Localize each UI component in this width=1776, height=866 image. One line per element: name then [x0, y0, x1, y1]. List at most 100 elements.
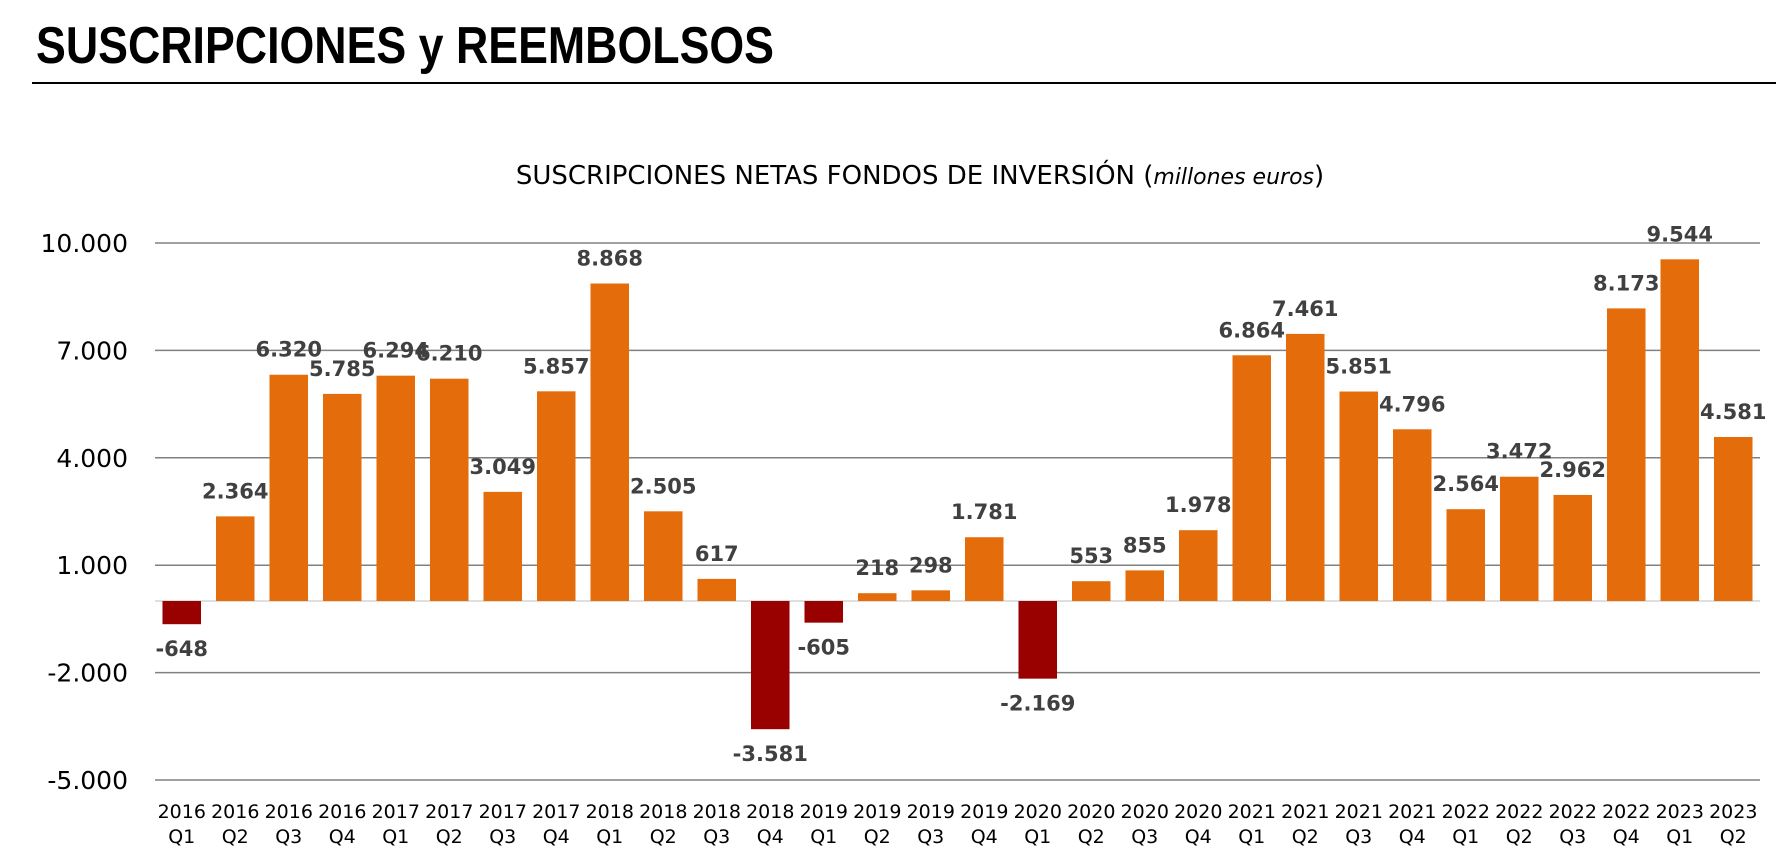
bar — [1713, 437, 1753, 601]
chart-title-close: ) — [1314, 161, 1324, 191]
x-tick-quarter: Q2 — [1078, 826, 1105, 848]
data-label: 3.049 — [470, 455, 536, 479]
data-label: 617 — [695, 542, 739, 566]
x-tick-year: 2023 — [1709, 801, 1757, 823]
x-tick-quarter: Q2 — [436, 826, 463, 848]
bar — [429, 378, 469, 601]
y-tick-label: -2.000 — [47, 659, 128, 688]
bar — [483, 491, 523, 601]
bar — [1071, 581, 1111, 601]
y-axis-ticks: 10.000 7.000 4.000 1.000 -2.000 -5.000 — [41, 229, 128, 795]
bar — [162, 601, 202, 625]
data-label: 5.857 — [523, 354, 589, 378]
data-label: 553 — [1069, 544, 1113, 568]
x-tick-year: 2017 — [532, 801, 580, 823]
data-label: 4.581 — [1700, 400, 1766, 424]
x-tick-year: 2022 — [1495, 801, 1543, 823]
x-tick-quarter: Q3 — [1131, 826, 1158, 848]
x-tick-year: 2021 — [1335, 801, 1383, 823]
x-tick-year: 2017 — [372, 801, 420, 823]
bar — [1178, 530, 1218, 601]
data-label: 3.472 — [1486, 440, 1552, 464]
x-tick-year: 2021 — [1388, 801, 1436, 823]
y-tick-label: -5.000 — [47, 766, 128, 795]
bar — [1339, 391, 1379, 601]
bar — [1232, 355, 1272, 601]
x-tick-year: 2018 — [693, 801, 741, 823]
chart-title: SUSCRIPCIONES NETAS FONDOS DE INVERSIÓN … — [516, 159, 1324, 191]
x-tick-quarter: Q3 — [703, 826, 730, 848]
y-tick-label: 10.000 — [41, 229, 128, 258]
chart-title-main: SUSCRIPCIONES NETAS FONDOS DE INVERSIÓN … — [516, 159, 1154, 191]
x-tick-year: 2022 — [1442, 801, 1490, 823]
x-tick-year: 2018 — [586, 801, 634, 823]
bar — [269, 374, 309, 601]
x-tick-quarter: Q4 — [329, 826, 356, 848]
gridlines — [155, 242, 1760, 781]
bar — [1660, 259, 1700, 601]
data-label: -605 — [797, 636, 850, 660]
x-tick-year: 2016 — [265, 801, 313, 823]
bar — [376, 375, 416, 601]
data-label: 1.781 — [951, 500, 1017, 524]
x-tick-quarter: Q4 — [1399, 826, 1426, 848]
x-axis-ticks: 2016 Q1 2016 Q2 2016 Q3 2016 Q4 2017 Q1 2017 Q2 2017… — [158, 801, 1758, 848]
bar — [1553, 494, 1593, 601]
title-divider — [32, 82, 1776, 84]
x-tick-quarter: Q1 — [1452, 826, 1479, 848]
data-label: 2.505 — [630, 474, 696, 498]
data-label: 298 — [909, 553, 953, 577]
y-tick-label: 4.000 — [56, 444, 128, 473]
x-tick-year: 2022 — [1602, 801, 1650, 823]
data-label: -648 — [155, 637, 208, 661]
x-tick-year: 2020 — [1121, 801, 1169, 823]
x-tick-year: 2019 — [800, 801, 848, 823]
x-tick-quarter: Q4 — [971, 826, 998, 848]
page-title: SUSCRIPCIONES y REEMBOLSOS — [36, 17, 775, 75]
x-tick-quarter: Q1 — [810, 826, 837, 848]
x-tick-quarter: Q4 — [757, 826, 784, 848]
bar — [750, 601, 790, 730]
x-tick-year: 2020 — [1174, 801, 1222, 823]
data-label: 2.962 — [1540, 458, 1606, 482]
bar — [1285, 333, 1325, 601]
data-label: 4.796 — [1379, 392, 1445, 416]
x-tick-quarter: Q2 — [1506, 826, 1533, 848]
bar — [1606, 308, 1646, 601]
data-label: 7.461 — [1272, 297, 1338, 321]
bar — [536, 391, 576, 601]
data-label: 9.544 — [1647, 222, 1713, 246]
x-tick-quarter: Q1 — [382, 826, 409, 848]
data-label: -3.581 — [733, 742, 808, 766]
bar — [911, 590, 951, 601]
data-label: 218 — [855, 556, 899, 580]
x-tick-year: 2020 — [1067, 801, 1115, 823]
data-label: 6.864 — [1219, 318, 1285, 342]
x-tick-quarter: Q1 — [168, 826, 195, 848]
x-tick-quarter: Q3 — [489, 826, 516, 848]
x-tick-year: 2021 — [1228, 801, 1276, 823]
data-label: 1.978 — [1165, 493, 1231, 517]
x-tick-year: 2017 — [425, 801, 473, 823]
x-tick-quarter: Q4 — [1613, 826, 1640, 848]
bar — [1499, 476, 1539, 601]
x-tick-year: 2018 — [639, 801, 687, 823]
bar — [590, 283, 630, 601]
x-tick-quarter: Q1 — [1024, 826, 1051, 848]
x-tick-year: 2023 — [1656, 801, 1704, 823]
x-tick-quarter: Q1 — [1666, 826, 1693, 848]
x-tick-year: 2020 — [1014, 801, 1062, 823]
bar — [322, 393, 362, 601]
bar — [1446, 509, 1486, 601]
x-tick-year: 2019 — [960, 801, 1008, 823]
bar — [1392, 429, 1432, 601]
data-label: 2.364 — [202, 479, 268, 503]
x-tick-quarter: Q2 — [650, 826, 677, 848]
data-label: 5.785 — [309, 357, 375, 381]
data-label: 8.173 — [1593, 271, 1659, 295]
bar — [804, 601, 844, 623]
x-tick-quarter: Q2 — [1292, 826, 1319, 848]
data-label: 6.320 — [256, 338, 322, 362]
